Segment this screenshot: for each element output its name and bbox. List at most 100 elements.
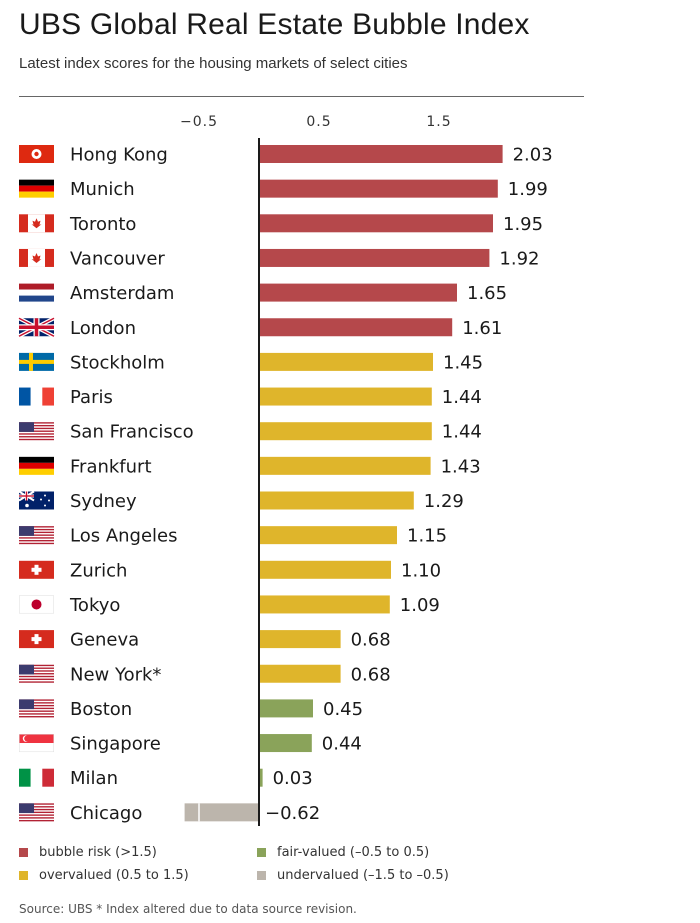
usa-flag-icon <box>19 526 54 545</box>
city-label: Boston <box>70 699 132 720</box>
value-label: 1.15 <box>407 526 447 547</box>
city-label: Paris <box>70 387 113 408</box>
city-label: Chicago <box>70 803 142 824</box>
netherlands-flag-icon <box>19 283 54 302</box>
value-label: 1.65 <box>467 283 507 304</box>
value-label: 0.68 <box>351 664 391 685</box>
data-bar <box>259 248 490 267</box>
value-label: 0.03 <box>273 768 313 789</box>
data-bar <box>259 768 263 787</box>
value-label: 1.44 <box>442 387 482 408</box>
chart-title: UBS Global Real Estate Bubble Index <box>19 8 530 41</box>
data-bar <box>259 318 453 337</box>
city-label: Frankfurt <box>70 456 152 477</box>
legend-swatch <box>19 871 28 880</box>
legend-label: fair-valued (–0.5 to 0.5) <box>277 845 430 860</box>
city-label: Los Angeles <box>70 526 178 547</box>
value-label: 1.61 <box>462 318 502 339</box>
germany-flag-icon <box>19 179 54 198</box>
city-label: Vancouver <box>70 248 165 269</box>
data-bar <box>259 491 414 510</box>
legend-item-undervalued: undervalued (–1.5 to –0.5) <box>257 868 449 883</box>
data-bar <box>259 214 493 233</box>
city-label: Stockholm <box>70 352 165 373</box>
data-bar <box>259 283 457 302</box>
canada-flag-icon <box>19 214 54 233</box>
hong-kong-flag-icon <box>19 145 54 163</box>
city-label: Toronto <box>69 214 136 235</box>
data-bar <box>259 352 433 371</box>
data-bar <box>259 526 397 545</box>
switzerland-flag-icon <box>19 560 54 579</box>
uk-flag-icon <box>18 316 55 339</box>
legend-item-bubble: bubble risk (>1.5) <box>19 845 157 860</box>
chart-subtitle: Latest index scores for the housing mark… <box>19 55 408 72</box>
legend: bubble risk (>1.5) fair-valued (–0.5 to … <box>19 842 639 892</box>
data-bar <box>259 422 432 441</box>
data-bar <box>259 560 391 579</box>
value-label: 1.10 <box>401 560 441 581</box>
value-label: 1.43 <box>441 456 481 477</box>
value-label: 1.44 <box>442 422 482 443</box>
sweden-flag-icon <box>19 352 54 371</box>
data-bar <box>259 387 432 406</box>
city-label: Tokyo <box>69 595 120 616</box>
value-label: 1.92 <box>499 248 539 269</box>
data-bar <box>184 803 259 822</box>
switzerland-flag-icon <box>19 630 54 649</box>
data-bar <box>259 179 498 198</box>
city-label: Singapore <box>70 734 161 755</box>
x-tick-label: 1.5 <box>426 114 451 130</box>
usa-flag-icon <box>19 422 54 441</box>
japan-flag-icon <box>19 595 54 614</box>
city-label: London <box>70 318 136 339</box>
legend-item-overvalued: overvalued (0.5 to 1.5) <box>19 868 189 883</box>
city-label: Hong Kong <box>70 145 168 166</box>
city-label: Geneva <box>70 630 139 651</box>
value-label: 0.44 <box>322 734 362 755</box>
x-tick-label: −0.5 <box>180 114 218 130</box>
city-label: San Francisco <box>70 422 194 443</box>
value-label: −0.62 <box>265 803 320 824</box>
value-label: 0.45 <box>323 699 363 720</box>
data-bar <box>259 630 341 649</box>
data-bar <box>259 595 390 614</box>
value-label: 2.03 <box>513 145 553 166</box>
legend-swatch <box>19 848 28 857</box>
value-label: 1.95 <box>503 214 543 235</box>
germany-flag-icon <box>19 456 54 475</box>
data-bar <box>259 734 312 753</box>
legend-swatch <box>257 871 266 880</box>
value-label: 0.68 <box>351 630 391 651</box>
france-flag-icon <box>19 387 54 406</box>
value-label: 1.29 <box>424 491 464 512</box>
value-label: 1.99 <box>508 179 548 200</box>
value-label: 1.45 <box>443 352 483 373</box>
legend-label: overvalued (0.5 to 1.5) <box>39 868 189 883</box>
title-divider <box>19 96 584 97</box>
x-tick-label: 0.5 <box>306 114 331 130</box>
legend-label: undervalued (–1.5 to –0.5) <box>277 868 449 883</box>
value-label: 1.09 <box>400 595 440 616</box>
usa-flag-icon <box>19 664 54 683</box>
city-label: New York* <box>70 664 161 685</box>
data-bar <box>259 145 503 163</box>
data-bar <box>259 456 431 475</box>
data-bar <box>259 664 341 683</box>
singapore-flag-icon <box>19 734 54 753</box>
source-note: Source: UBS * Index altered due to data … <box>19 902 357 916</box>
bar-chart: −0.5 0.5 1.5 Hong Kong 2.03 Munich 1.99 Toronto… <box>18 114 553 826</box>
city-label: Milan <box>70 768 118 789</box>
usa-flag-icon <box>19 699 54 718</box>
city-label: Amsterdam <box>70 283 174 304</box>
city-label: Zurich <box>70 560 127 581</box>
italy-flag-icon <box>19 768 54 787</box>
legend-label: bubble risk (>1.5) <box>39 845 157 860</box>
canada-flag-icon <box>19 248 54 267</box>
australia-flag-icon <box>18 490 54 510</box>
legend-item-fair: fair-valued (–0.5 to 0.5) <box>257 845 429 860</box>
data-bar <box>259 699 313 718</box>
legend-swatch <box>257 848 266 857</box>
city-label: Sydney <box>70 491 137 512</box>
city-label: Munich <box>70 179 135 200</box>
